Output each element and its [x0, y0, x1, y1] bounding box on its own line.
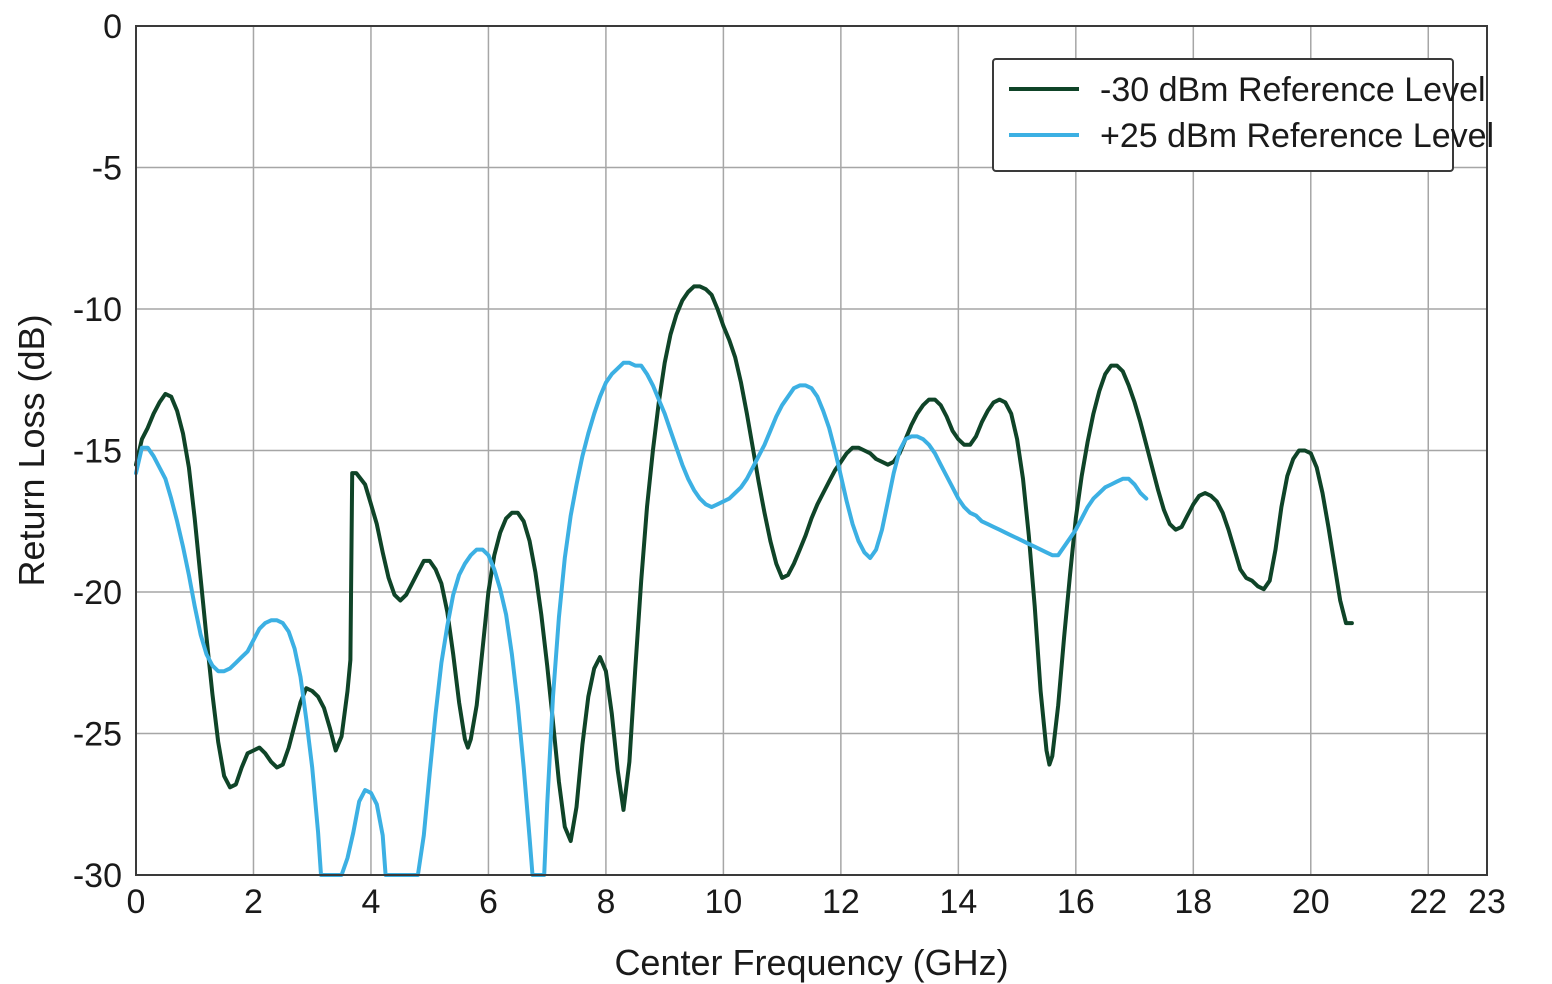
y-tick-label: -5: [92, 150, 122, 188]
legend-label: +25 dBm Reference Level: [1100, 117, 1494, 155]
legend-box: [992, 58, 1454, 172]
y-tick-label: 0: [103, 8, 122, 46]
x-axis-label: Center Frequency (GHz): [614, 942, 1008, 983]
x-tick-label: 18: [1174, 883, 1212, 921]
axis-ticks: 0 2 4 6 8 10 12 14 16 18 20 22 23 0 -5 -10 -15 -20 -25 -30: [73, 8, 1506, 921]
x-tick-label: 22: [1409, 883, 1447, 921]
y-tick-label: -25: [73, 716, 122, 754]
x-tick-label: 12: [822, 883, 860, 921]
x-tick-label: 10: [704, 883, 742, 921]
x-tick-label: 16: [1057, 883, 1095, 921]
x-tick-label: 6: [479, 883, 498, 921]
x-tick-label: 4: [361, 883, 380, 921]
series-line-0: [134, 284, 1354, 843]
y-tick-label: -30: [73, 857, 122, 895]
x-tick-label: 0: [127, 883, 146, 921]
legend-label: -30 dBm Reference Level: [1100, 71, 1486, 109]
x-tick-label: 2: [244, 883, 263, 921]
x-tick-label: 14: [939, 883, 977, 921]
x-tick-label: 8: [596, 883, 615, 921]
y-tick-label: -10: [73, 291, 122, 329]
y-axis-label: Return Loss (dB): [11, 314, 52, 586]
plot-area: [134, 284, 1354, 877]
y-tick-label: -20: [73, 574, 122, 612]
x-tick-label: 20: [1292, 883, 1330, 921]
legend: -30 dBm Reference Level +25 dBm Referenc…: [992, 58, 1494, 172]
x-tick-label: 23: [1468, 883, 1506, 921]
series-line-1: [134, 360, 1149, 877]
plot-frame: [135, 25, 1488, 876]
y-tick-label: -15: [73, 433, 122, 471]
